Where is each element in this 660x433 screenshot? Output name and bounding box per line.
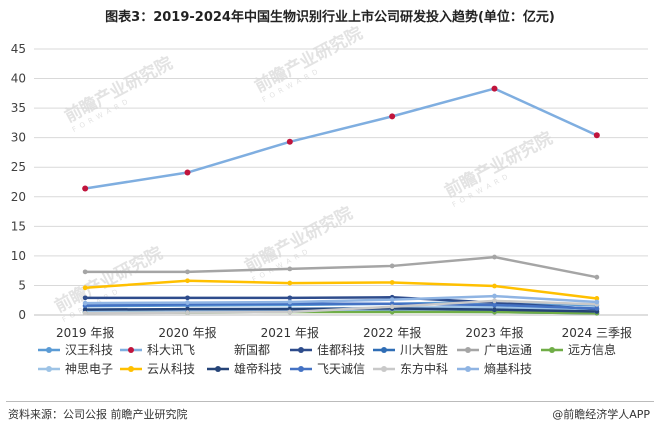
- data-point: [389, 280, 395, 285]
- legend-label: 汉王科技: [65, 343, 113, 357]
- data-point: [287, 299, 293, 305]
- legend-label: 新国都: [234, 342, 270, 357]
- y-tick-label: 15: [11, 219, 26, 233]
- data-point: [185, 306, 190, 312]
- data-point: [593, 132, 600, 139]
- line-chart: 0 5 10 15 20 25 30 35 40 45 2019 年报 2020 年报 2021 年报 2…: [11, 42, 648, 376]
- x-tick-label: 2020 年报: [158, 325, 216, 340]
- series-line: [85, 255, 598, 279]
- legend-label: 川大智胜: [400, 342, 448, 357]
- data-point: [594, 274, 600, 280]
- brand-credit: @前瞻经济学人APP: [552, 408, 650, 421]
- legend-label: 科大讯飞: [147, 343, 195, 357]
- legend-swatch-marker: [381, 347, 387, 353]
- legend-swatch-marker: [298, 347, 304, 353]
- legend-swatch-marker: [215, 366, 221, 372]
- data-point: [185, 269, 190, 275]
- legend-label: 飞天诚信: [317, 362, 365, 376]
- series-line: [84, 87, 598, 190]
- legend-swatch-marker: [381, 366, 387, 372]
- data-point: [492, 283, 497, 289]
- data-point: [82, 310, 88, 316]
- data-point: [82, 185, 89, 192]
- data-point: [82, 269, 88, 275]
- legend-swatch-marker: [46, 347, 52, 353]
- y-tick-label: 35: [11, 101, 26, 115]
- data-point: [594, 299, 600, 305]
- data-point: [491, 85, 498, 92]
- x-tick-label: 2023 年报: [465, 325, 523, 340]
- data-point: [82, 285, 88, 291]
- x-tick-label: 2024 三季报: [562, 325, 632, 340]
- legend-swatch-marker: [128, 347, 134, 353]
- series-line: [85, 299, 597, 315]
- legend-swatch-marker: [549, 347, 555, 353]
- legend-swatch-marker: [465, 347, 471, 353]
- legend-label: 神思电子: [65, 362, 113, 376]
- data-point: [185, 310, 190, 316]
- data-point: [492, 307, 497, 313]
- data-point: [492, 254, 497, 260]
- footer-divider: [6, 401, 654, 402]
- data-point: [286, 138, 293, 145]
- data-point: [287, 309, 293, 315]
- data-point: [389, 113, 396, 120]
- legend-label: 云从科技: [147, 362, 195, 376]
- legend-label: 熵基科技: [484, 361, 532, 376]
- data-point: [287, 295, 293, 301]
- data-point: [82, 307, 88, 313]
- series-line: [85, 294, 597, 305]
- x-tick-label: 2021 年报: [261, 325, 319, 340]
- data-point: [492, 293, 497, 299]
- data-point: [492, 302, 497, 308]
- legend-swatch-marker: [298, 366, 304, 372]
- legend-swatch-marker: [128, 366, 134, 372]
- data-point: [287, 280, 293, 286]
- data-point: [184, 169, 191, 176]
- legend-label: 远方信息: [568, 342, 616, 357]
- data-point: [82, 300, 88, 306]
- data-point: [287, 266, 293, 272]
- data-point: [389, 297, 395, 303]
- x-tick-label: 2019 年报: [56, 325, 114, 340]
- y-tick-label: 40: [11, 72, 26, 86]
- legend-swatch-marker: [46, 366, 52, 372]
- series-line: [85, 279, 597, 300]
- y-tick-label: 25: [11, 160, 26, 174]
- y-tick-label: 10: [11, 249, 26, 263]
- data-point: [82, 295, 88, 301]
- data-point: [389, 263, 395, 269]
- legend-swatch-marker: [465, 366, 471, 372]
- series-line: [85, 296, 597, 311]
- y-tick-label: 45: [11, 42, 26, 56]
- y-tick-label: 20: [11, 190, 26, 204]
- y-tick-label: 0: [18, 308, 26, 322]
- data-point: [185, 295, 190, 301]
- y-tick-label: 5: [18, 278, 26, 292]
- x-tick-label: 2022 年报: [363, 325, 421, 340]
- data-point: [594, 306, 600, 311]
- data-point: [594, 296, 600, 301]
- legend-label: 佳都科技: [317, 343, 365, 357]
- chart-title: 图表3：2019-2024年中国生物识别行业上市公司研发投入趋势(单位：亿元): [105, 10, 555, 25]
- data-point: [492, 298, 497, 304]
- series-line: [85, 302, 597, 310]
- data-point: [185, 278, 190, 284]
- legend-label: 雄帝科技: [234, 361, 282, 376]
- y-tick-label: 30: [11, 131, 26, 145]
- legend-label: 广电运通: [484, 343, 532, 357]
- data-point: [389, 304, 395, 310]
- data-point: [185, 300, 190, 305]
- legend-label: 东方中科: [400, 361, 448, 376]
- source-note: 资料来源：公司公报 前瞻产业研究院: [8, 408, 188, 421]
